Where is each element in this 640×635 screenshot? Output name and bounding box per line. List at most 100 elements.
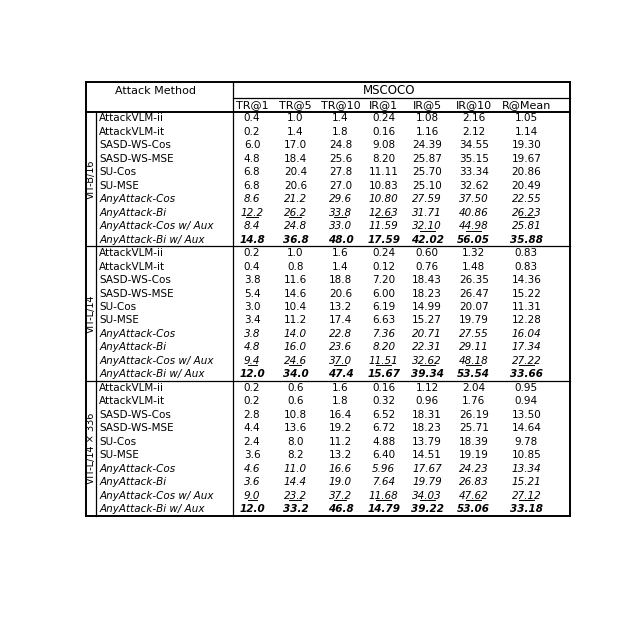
Text: 35.15: 35.15 (459, 154, 488, 164)
Text: 20.07: 20.07 (459, 302, 488, 312)
Text: 4.88: 4.88 (372, 437, 396, 447)
Text: 10.85: 10.85 (511, 450, 541, 460)
Text: 26.83: 26.83 (459, 477, 488, 487)
Text: 15.22: 15.22 (511, 288, 541, 298)
Text: 26.23: 26.23 (511, 208, 541, 218)
Text: 13.2: 13.2 (329, 450, 352, 460)
Text: 6.52: 6.52 (372, 410, 396, 420)
Text: 32.10: 32.10 (412, 221, 442, 231)
Text: AttackVLM-it: AttackVLM-it (99, 396, 166, 406)
Text: 1.16: 1.16 (415, 127, 439, 137)
Text: AnyAttack-Bi w/ Aux: AnyAttack-Bi w/ Aux (99, 370, 205, 379)
Text: 0.83: 0.83 (515, 262, 538, 272)
Text: R@Mean: R@Mean (502, 100, 551, 110)
Text: 1.0: 1.0 (287, 248, 304, 258)
Text: 1.8: 1.8 (332, 127, 349, 137)
Text: 19.30: 19.30 (511, 140, 541, 150)
Text: 27.55: 27.55 (459, 329, 488, 339)
Text: 0.76: 0.76 (415, 262, 439, 272)
Text: 33.66: 33.66 (510, 370, 543, 379)
Text: 48.18: 48.18 (459, 356, 488, 366)
Text: SU-Cos: SU-Cos (99, 302, 136, 312)
Text: 1.14: 1.14 (515, 127, 538, 137)
Text: 13.34: 13.34 (511, 464, 541, 474)
Text: 26.47: 26.47 (459, 288, 488, 298)
Text: 3.0: 3.0 (244, 302, 260, 312)
Text: SASD-WS-MSE: SASD-WS-MSE (99, 154, 174, 164)
Text: AnyAttack-Cos w/ Aux: AnyAttack-Cos w/ Aux (99, 221, 214, 231)
Text: 1.0: 1.0 (287, 114, 304, 123)
Text: SU-Cos: SU-Cos (99, 437, 136, 447)
Text: SASD-WS-MSE: SASD-WS-MSE (99, 288, 174, 298)
Text: 22.8: 22.8 (329, 329, 352, 339)
Text: 33.8: 33.8 (329, 208, 352, 218)
Text: 27.12: 27.12 (511, 491, 541, 500)
Text: 1.32: 1.32 (462, 248, 485, 258)
Text: 6.63: 6.63 (372, 316, 396, 326)
Text: SASD-WS-MSE: SASD-WS-MSE (99, 424, 174, 433)
Text: 22.55: 22.55 (511, 194, 541, 204)
Text: 24.39: 24.39 (412, 140, 442, 150)
Text: 3.4: 3.4 (244, 316, 260, 326)
Text: 24.8: 24.8 (329, 140, 352, 150)
Text: 31.71: 31.71 (412, 208, 442, 218)
Text: 25.70: 25.70 (412, 167, 442, 177)
Text: 13.6: 13.6 (284, 424, 307, 433)
Text: 0.83: 0.83 (515, 248, 538, 258)
Text: 0.95: 0.95 (515, 383, 538, 393)
Text: 19.79: 19.79 (459, 316, 488, 326)
Text: ViT-L/14: ViT-L/14 (86, 295, 96, 333)
Text: 6.40: 6.40 (372, 450, 396, 460)
Text: 3.8: 3.8 (244, 329, 260, 339)
Text: 36.8: 36.8 (283, 235, 308, 244)
Text: 47.4: 47.4 (328, 370, 353, 379)
Text: AttackVLM-it: AttackVLM-it (99, 127, 166, 137)
Text: 46.8: 46.8 (328, 504, 353, 514)
Text: 37.2: 37.2 (329, 491, 352, 500)
Text: 17.67: 17.67 (412, 464, 442, 474)
Text: 25.6: 25.6 (329, 154, 352, 164)
Text: 7.64: 7.64 (372, 477, 396, 487)
Text: IR@5: IR@5 (413, 100, 442, 110)
Text: 2.16: 2.16 (462, 114, 485, 123)
Text: SU-MSE: SU-MSE (99, 450, 140, 460)
Text: 26.19: 26.19 (459, 410, 488, 420)
Text: 13.79: 13.79 (412, 437, 442, 447)
Text: 25.81: 25.81 (511, 221, 541, 231)
Text: SASD-WS-Cos: SASD-WS-Cos (99, 275, 172, 285)
Text: 1.8: 1.8 (332, 396, 349, 406)
Text: 20.49: 20.49 (511, 181, 541, 190)
Text: 9.4: 9.4 (244, 356, 260, 366)
Text: 32.62: 32.62 (459, 181, 488, 190)
Text: MSCOCO: MSCOCO (363, 84, 415, 97)
Text: 13.50: 13.50 (511, 410, 541, 420)
Text: 25.87: 25.87 (412, 154, 442, 164)
Text: 25.10: 25.10 (412, 181, 442, 190)
Text: 14.0: 14.0 (284, 329, 307, 339)
Text: 19.2: 19.2 (329, 424, 352, 433)
Text: 20.6: 20.6 (284, 181, 307, 190)
Text: 11.59: 11.59 (369, 221, 399, 231)
Text: 40.86: 40.86 (459, 208, 488, 218)
Text: AnyAttack-Bi: AnyAttack-Bi (99, 342, 166, 352)
Text: 39.34: 39.34 (411, 370, 444, 379)
Text: 14.36: 14.36 (511, 275, 541, 285)
Text: 1.12: 1.12 (415, 383, 439, 393)
Text: 8.6: 8.6 (244, 194, 260, 204)
Text: 2.12: 2.12 (462, 127, 485, 137)
Text: 33.2: 33.2 (283, 504, 308, 514)
Text: 4.8: 4.8 (244, 154, 260, 164)
Text: 23.6: 23.6 (329, 342, 352, 352)
Text: 6.8: 6.8 (244, 167, 260, 177)
Text: 14.99: 14.99 (412, 302, 442, 312)
Text: AnyAttack-Bi w/ Aux: AnyAttack-Bi w/ Aux (99, 504, 205, 514)
Text: 18.4: 18.4 (284, 154, 307, 164)
Text: AttackVLM-ii: AttackVLM-ii (99, 114, 164, 123)
Text: 1.4: 1.4 (332, 114, 349, 123)
Text: 18.8: 18.8 (329, 275, 352, 285)
Text: 44.98: 44.98 (459, 221, 488, 231)
Text: 9.78: 9.78 (515, 437, 538, 447)
Text: 19.67: 19.67 (511, 154, 541, 164)
Text: 18.23: 18.23 (412, 288, 442, 298)
Text: 5.96: 5.96 (372, 464, 396, 474)
